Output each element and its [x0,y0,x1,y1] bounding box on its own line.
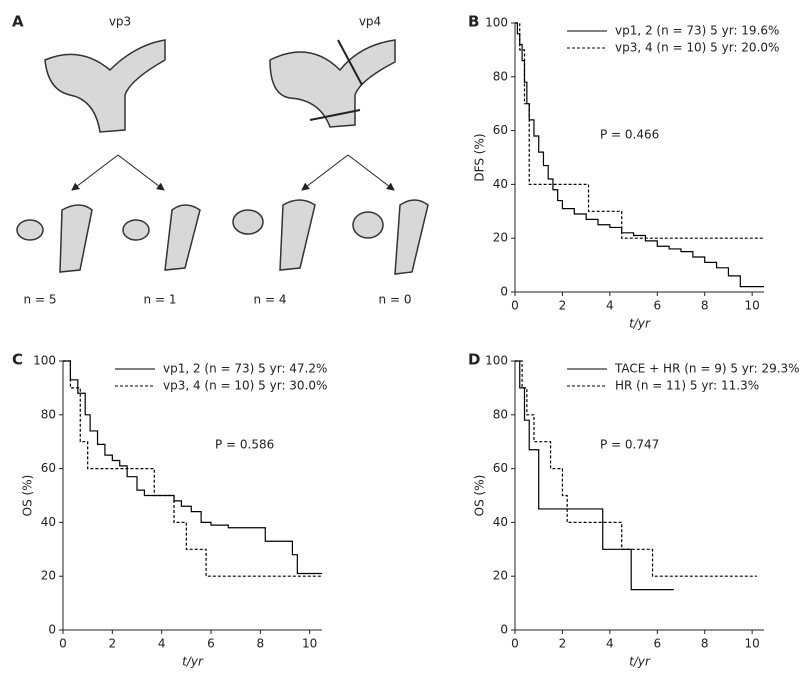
vessel-drawing [164,204,201,271]
vessel-drawing [232,209,264,235]
cut-line [337,39,363,86]
vessel-drawing [16,219,44,241]
y-tick-label: 20 [41,569,56,583]
x-tick-label: 2 [559,637,567,651]
y-tick-label: 0 [500,285,508,299]
arrow [71,154,119,191]
vessel-drawing [394,199,429,275]
survival-curve [515,360,674,591]
panel-label: C [12,351,23,369]
y-tick-label: 20 [493,231,508,245]
x-tick-label: 6 [653,637,661,651]
survival-curve [515,360,757,577]
x-axis-label: t/yr [182,655,204,669]
y-axis-label: DFS (%) [473,133,487,181]
x-tick-label: 8 [257,637,265,651]
y-tick-label: 100 [485,16,508,30]
vessel-drawing [44,39,166,133]
cut-line [309,109,361,121]
legend-label: vp1, 2 (n = 73) 5 yr: 47.2% [163,362,327,376]
y-tick-label: 80 [493,69,508,83]
panel-label: D [468,351,480,369]
vessel-drawing [279,199,316,271]
x-tick-label: 8 [701,299,709,313]
y-tick-label: 20 [493,569,508,583]
vessel-drawing [352,211,384,239]
y-tick-label: 40 [493,177,508,191]
legend-label: vp3, 4 (n = 10) 5 yr: 30.0% [163,379,327,393]
panel-a: A vp3 vp4 n = 5 n = 1 n = 4 n = 0 [12,13,429,307]
vessel-drawing [269,39,396,128]
y-axis-label: OS (%) [21,475,35,517]
p-value: P = 0.747 [600,438,659,452]
x-axis-label: t/yr [629,655,651,669]
x-tick-label: 0 [59,637,67,651]
y-tick-label: 60 [493,461,508,475]
y-tick-label: 40 [41,515,56,529]
y-tick-label: 100 [485,354,508,368]
y-tick-label: 0 [500,623,508,637]
x-tick-label: 0 [511,637,519,651]
survival-curve [515,22,764,239]
x-tick-label: 0 [511,299,519,313]
count-label: n = 0 [379,293,412,307]
y-tick-label: 40 [493,515,508,529]
y-axis-label: OS (%) [473,475,487,517]
arrow [301,154,349,191]
x-tick-label: 6 [207,637,215,651]
x-tick-label: 10 [745,299,760,313]
x-tick-label: 4 [606,637,614,651]
survival-curve [63,360,322,575]
vessel-label: vp3 [109,15,131,29]
y-tick-label: 100 [33,354,56,368]
p-value: P = 0.586 [215,438,274,452]
count-label: n = 5 [24,293,57,307]
panel-label: A [12,13,24,31]
y-tick-label: 80 [493,407,508,421]
arrow [117,154,165,191]
x-tick-label: 4 [158,637,166,651]
vessel-label: vp4 [359,15,381,29]
legend-label: vp1, 2 (n = 73) 5 yr: 19.6% [615,24,779,38]
x-tick-label: 4 [606,299,614,313]
survival-curve [515,22,764,288]
y-tick-label: 60 [493,123,508,137]
survival-curve [63,360,322,577]
x-tick-label: 2 [109,637,117,651]
count-label: n = 1 [144,293,177,307]
x-tick-label: 10 [745,637,760,651]
y-tick-label: 0 [48,623,56,637]
y-tick-label: 60 [41,461,56,475]
x-tick-label: 6 [653,299,661,313]
x-tick-label: 2 [559,299,567,313]
arrow [347,154,395,191]
x-tick-label: 10 [302,637,317,651]
legend-label: vp3, 4 (n = 10) 5 yr: 20.0% [615,41,779,55]
p-value: P = 0.466 [600,128,659,142]
legend-label: HR (n = 11) 5 yr: 11.3% [615,379,759,393]
count-label: n = 4 [254,293,287,307]
panel-label: B [468,13,479,31]
legend-label: TACE + HR (n = 9) 5 yr: 29.3% [614,362,800,376]
x-axis-label: t/yr [629,317,651,331]
vessel-drawing [59,204,93,273]
vessel-drawing [122,219,150,241]
y-tick-label: 80 [41,407,56,421]
x-tick-label: 8 [701,637,709,651]
